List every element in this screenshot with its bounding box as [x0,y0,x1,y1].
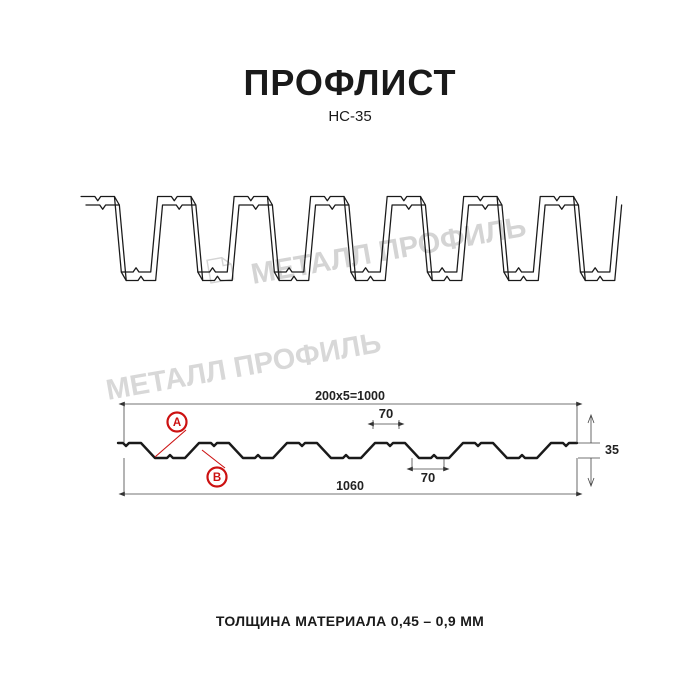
svg-text:A: A [173,417,181,429]
svg-text:70: 70 [421,470,435,485]
svg-text:70: 70 [379,406,393,421]
svg-text:200х5=1000: 200х5=1000 [315,389,385,403]
svg-text:B: B [213,472,221,484]
svg-text:35: 35 [605,443,619,457]
svg-text:МЕТАЛЛ ПРОФИЛЬ: МЕТАЛЛ ПРОФИЛЬ [249,211,529,291]
svg-text:1060: 1060 [336,479,364,493]
